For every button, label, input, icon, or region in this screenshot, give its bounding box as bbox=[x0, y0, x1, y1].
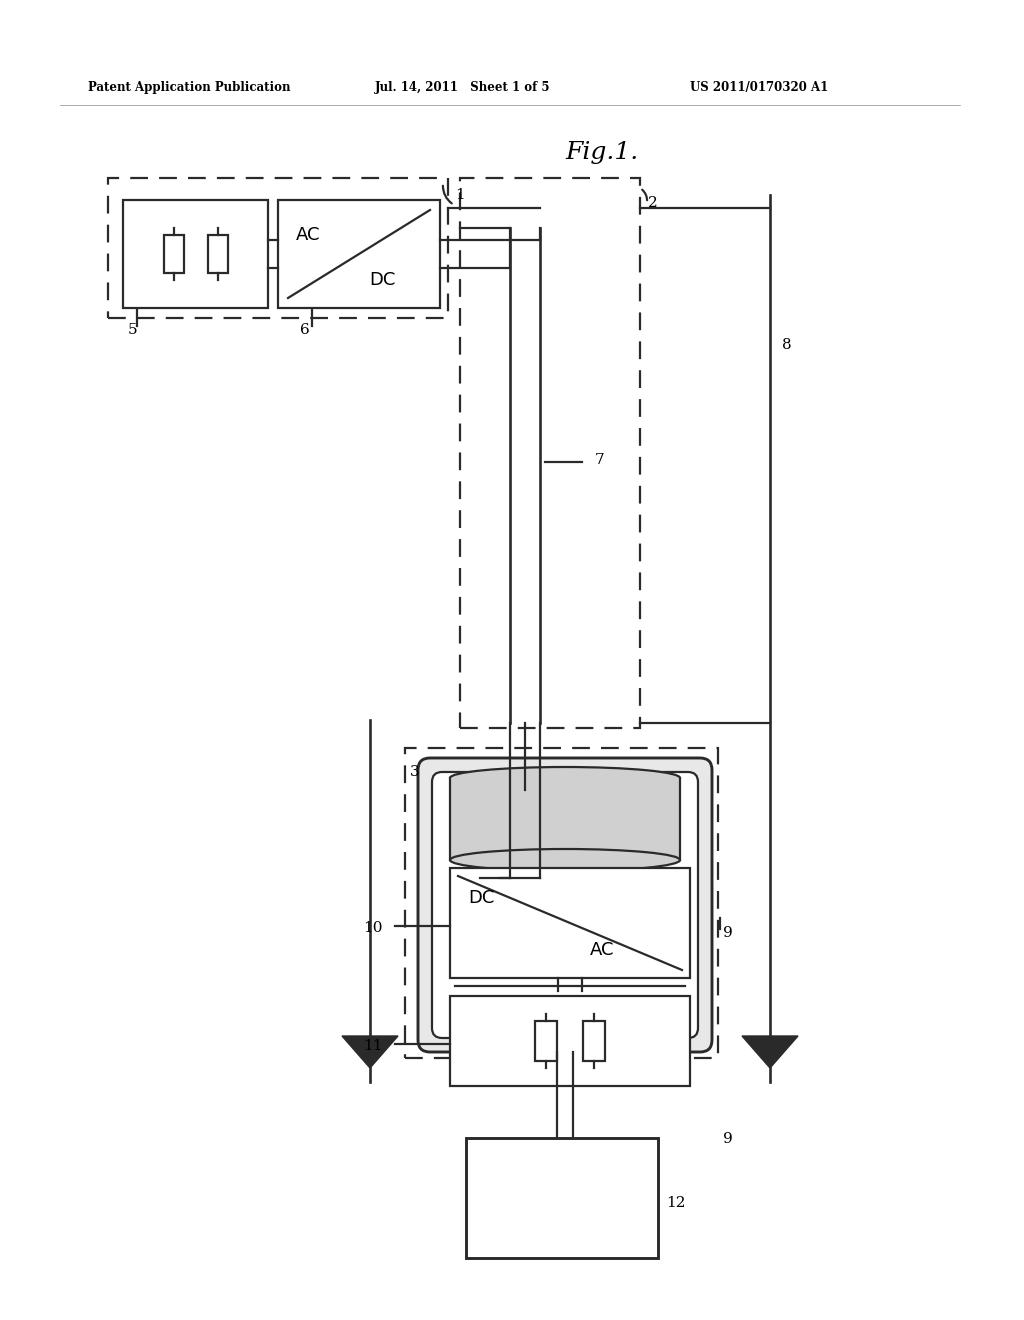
Polygon shape bbox=[342, 1036, 398, 1068]
FancyBboxPatch shape bbox=[432, 772, 698, 1038]
Bar bbox=[123, 201, 268, 308]
Bar bbox=[460, 178, 640, 729]
Ellipse shape bbox=[450, 767, 680, 789]
Text: 5: 5 bbox=[128, 323, 137, 337]
Bar bbox=[278, 201, 440, 308]
Bar bbox=[450, 869, 690, 978]
Text: AC: AC bbox=[296, 226, 321, 244]
Text: Fig.1.: Fig.1. bbox=[565, 141, 638, 165]
Bar bbox=[535, 1020, 557, 1061]
Text: 1: 1 bbox=[455, 187, 465, 202]
Text: 9: 9 bbox=[723, 927, 733, 940]
Text: 10: 10 bbox=[362, 921, 383, 935]
Text: Patent Application Publication: Patent Application Publication bbox=[88, 81, 291, 94]
Text: 11: 11 bbox=[362, 1039, 383, 1053]
Bar bbox=[430, 785, 700, 1040]
FancyBboxPatch shape bbox=[418, 758, 712, 1052]
Bar bbox=[450, 777, 680, 861]
Bar bbox=[583, 1020, 605, 1061]
Text: AC: AC bbox=[590, 941, 614, 960]
Text: 3: 3 bbox=[410, 766, 420, 779]
Bar bbox=[406, 748, 718, 1059]
Text: 6: 6 bbox=[300, 323, 309, 337]
Text: 8: 8 bbox=[782, 338, 792, 352]
Bar bbox=[208, 235, 227, 273]
Bar bbox=[450, 997, 690, 1086]
Text: 12: 12 bbox=[666, 1196, 685, 1210]
Polygon shape bbox=[742, 1036, 798, 1068]
Text: 2: 2 bbox=[648, 195, 657, 210]
Text: 7: 7 bbox=[595, 453, 604, 467]
Bar bbox=[164, 235, 183, 273]
Bar bbox=[108, 178, 449, 318]
Text: DC: DC bbox=[369, 271, 395, 289]
Ellipse shape bbox=[450, 849, 680, 871]
Text: US 2011/0170320 A1: US 2011/0170320 A1 bbox=[690, 81, 828, 94]
Text: Jul. 14, 2011   Sheet 1 of 5: Jul. 14, 2011 Sheet 1 of 5 bbox=[375, 81, 551, 94]
Text: DC: DC bbox=[468, 888, 495, 907]
Bar bbox=[466, 1138, 658, 1258]
Text: 9: 9 bbox=[723, 1133, 733, 1146]
